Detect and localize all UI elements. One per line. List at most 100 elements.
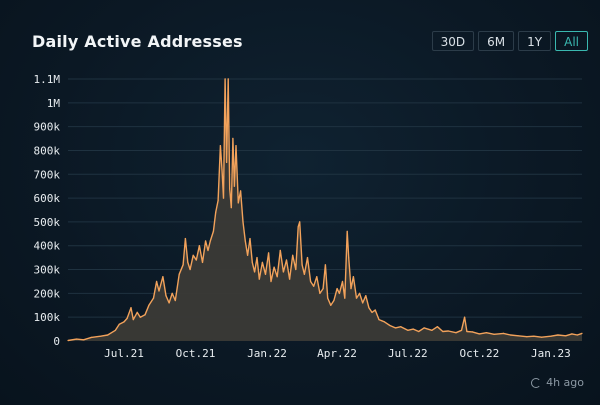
last-updated-text: 4h ago xyxy=(546,376,584,389)
x-tick-label: Jul.22 xyxy=(388,347,428,360)
data-point xyxy=(139,316,141,318)
data-point xyxy=(565,335,567,337)
data-point xyxy=(350,288,352,290)
data-point xyxy=(571,333,573,335)
data-point xyxy=(215,211,217,213)
data-point xyxy=(148,304,150,306)
data-point xyxy=(226,161,228,163)
data-point xyxy=(192,254,194,256)
y-axis-ticks: 0 100k 200k 300k 400k 500k 600k 700k 800k 900k 1M 1… xyxy=(34,73,61,348)
data-point xyxy=(256,257,258,259)
data-point xyxy=(233,185,235,187)
data-point xyxy=(541,336,543,338)
data-point xyxy=(352,276,354,278)
data-point xyxy=(178,273,180,275)
x-tick-label: Apr.22 xyxy=(317,347,357,360)
data-point xyxy=(237,202,239,204)
y-tick-label: 900k xyxy=(34,121,61,134)
data-point xyxy=(517,335,519,337)
data-point xyxy=(198,245,200,247)
data-point xyxy=(526,336,528,338)
series-area xyxy=(68,79,582,341)
y-tick-label: 700k xyxy=(34,168,61,181)
data-point xyxy=(165,295,167,297)
data-point xyxy=(394,327,396,329)
y-tick-label: 100k xyxy=(34,311,61,324)
data-point xyxy=(485,332,487,334)
data-point xyxy=(346,230,348,232)
data-point xyxy=(249,238,251,240)
y-tick-label: 0 xyxy=(53,335,60,348)
y-tick-label: 600k xyxy=(34,192,61,205)
data-point xyxy=(341,280,344,283)
data-point xyxy=(436,326,438,328)
range-button-1y[interactable]: 1Y xyxy=(518,31,552,51)
data-point xyxy=(158,290,160,292)
data-point xyxy=(76,338,78,340)
data-point xyxy=(276,276,278,278)
data-point xyxy=(242,221,244,223)
data-point xyxy=(207,249,209,252)
data-point xyxy=(509,334,512,336)
data-point xyxy=(224,78,226,80)
data-point xyxy=(297,226,299,228)
last-updated: 4h ago xyxy=(531,376,584,389)
data-point xyxy=(107,334,109,336)
chart-title: Daily Active Addresses xyxy=(32,32,243,51)
data-point xyxy=(442,330,444,333)
data-point xyxy=(389,324,391,327)
data-point xyxy=(533,335,535,337)
data-point xyxy=(279,249,281,252)
data-point xyxy=(227,78,229,80)
y-tick-label: 300k xyxy=(34,264,61,277)
data-point xyxy=(240,190,242,192)
y-tick-label: 800k xyxy=(34,144,61,157)
y-tick-label: 1M xyxy=(47,97,61,110)
data-point xyxy=(313,285,315,287)
data-point xyxy=(306,257,309,259)
data-point xyxy=(123,321,125,323)
data-point xyxy=(466,330,468,333)
data-point xyxy=(209,240,211,242)
data-point xyxy=(330,304,332,306)
data-point xyxy=(83,339,85,341)
data-point xyxy=(447,330,449,332)
data-point xyxy=(338,292,340,294)
data-point xyxy=(100,335,102,337)
range-button-30d[interactable]: 30D xyxy=(431,31,475,51)
data-point xyxy=(244,240,246,242)
data-point xyxy=(362,302,364,304)
data-point xyxy=(460,329,463,331)
range-button-all[interactable]: All xyxy=(555,31,588,51)
data-point xyxy=(67,339,69,342)
data-point xyxy=(195,259,197,261)
data-point xyxy=(464,316,466,318)
data-point xyxy=(205,240,207,242)
data-point xyxy=(229,188,231,190)
x-tick-label: Jan.23 xyxy=(531,347,571,360)
data-point xyxy=(273,266,275,268)
data-point xyxy=(168,302,170,304)
data-point xyxy=(258,278,260,280)
data-point xyxy=(90,336,92,338)
data-point xyxy=(581,332,583,334)
data-point xyxy=(201,261,204,263)
data-point xyxy=(130,307,132,309)
data-point xyxy=(221,168,223,171)
range-button-6m[interactable]: 6M xyxy=(478,31,515,51)
x-tick-label: Oct.21 xyxy=(176,347,216,360)
data-point xyxy=(132,319,134,321)
data-point xyxy=(182,264,184,266)
data-point xyxy=(301,264,303,266)
data-point xyxy=(471,331,473,333)
data-point xyxy=(344,297,346,299)
data-point xyxy=(118,323,120,325)
data-point xyxy=(295,268,297,271)
data-point xyxy=(355,297,358,299)
data-point xyxy=(230,207,232,209)
data-point xyxy=(365,295,367,297)
data-point xyxy=(217,199,219,202)
data-point xyxy=(418,330,420,333)
data-point xyxy=(478,333,480,335)
